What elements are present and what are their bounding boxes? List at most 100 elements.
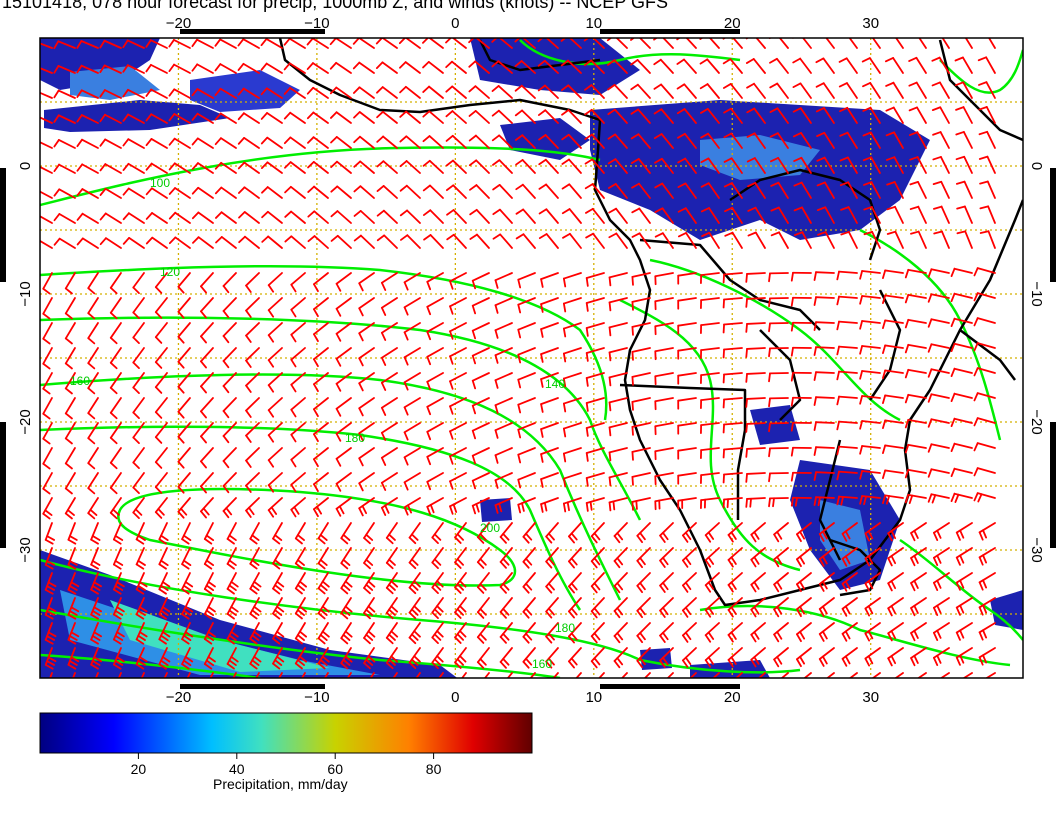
wind-barb xyxy=(514,84,536,99)
contour-label: 160 xyxy=(532,657,552,671)
wind-barb xyxy=(380,472,398,491)
coastlines-and-borders xyxy=(278,38,1023,607)
wind-barb xyxy=(682,522,697,543)
wind-barb xyxy=(700,372,720,385)
wind-barb xyxy=(42,297,53,320)
wind-barb xyxy=(561,208,582,224)
wind-barb xyxy=(454,572,467,594)
wind-barb xyxy=(363,597,376,620)
wind-barb xyxy=(145,88,168,99)
wind-barb xyxy=(908,131,927,149)
wind-barb xyxy=(585,297,605,312)
wind-barb xyxy=(192,236,214,249)
wind-barb xyxy=(838,38,858,49)
wind-barb xyxy=(422,85,444,99)
wind-barb xyxy=(722,58,743,74)
wind-barb xyxy=(699,58,720,74)
wind-barb xyxy=(746,157,766,174)
wind-barb xyxy=(540,347,559,363)
wind-barb xyxy=(517,272,536,289)
wind-barb xyxy=(272,647,285,670)
wind-barb xyxy=(815,57,835,74)
wind-barb xyxy=(723,132,743,149)
wind-barb xyxy=(818,647,835,667)
lon-tick-label-bottom: 30 xyxy=(862,689,879,706)
wind-barb xyxy=(745,322,766,333)
wind-barb xyxy=(538,183,559,199)
wind-barb xyxy=(491,60,513,74)
wind-barb xyxy=(191,38,214,49)
wind-barb xyxy=(469,233,490,249)
wind-barb xyxy=(631,182,651,199)
wind-barb xyxy=(815,107,835,124)
wind-barb xyxy=(67,647,80,670)
wind-barb xyxy=(335,347,352,367)
wind-barb xyxy=(859,370,881,380)
wind-barb xyxy=(584,133,605,149)
wind-barb xyxy=(562,472,582,488)
wind-barb xyxy=(132,472,145,494)
wind-barb xyxy=(704,572,720,593)
wind-barb xyxy=(700,447,720,460)
wind-barb xyxy=(522,547,536,569)
wind-barb xyxy=(770,206,789,224)
wind-barb xyxy=(584,108,605,124)
wind-barb xyxy=(813,446,835,456)
wind-barb xyxy=(537,84,559,99)
wind-barb xyxy=(757,672,766,678)
wind-barb xyxy=(64,272,76,295)
wind-barb xyxy=(583,59,605,74)
wind-barb xyxy=(538,158,559,174)
wind-barb xyxy=(745,422,766,433)
wind-barb xyxy=(813,496,835,507)
wind-barb xyxy=(99,187,122,199)
wind-barb xyxy=(53,89,76,99)
wind-barb xyxy=(927,393,950,403)
wind-barb xyxy=(363,622,376,645)
wind-barb xyxy=(887,522,904,542)
wind-barb xyxy=(191,112,214,124)
wind-barb xyxy=(887,572,904,592)
wind-barb xyxy=(769,82,789,99)
wind-barb xyxy=(44,522,56,545)
wind-barb xyxy=(272,622,285,645)
wind-barb xyxy=(792,82,812,99)
wind-barb xyxy=(886,230,904,249)
wind-barb xyxy=(358,372,375,392)
wind-barb xyxy=(745,297,766,308)
wind-barb xyxy=(515,134,536,149)
wind-barb xyxy=(181,572,194,595)
wind-barb xyxy=(863,181,881,199)
wind-barb xyxy=(790,496,812,507)
wind-barb xyxy=(290,372,306,393)
wind-barb xyxy=(40,42,53,49)
wind-barb xyxy=(267,422,283,443)
wind-barb xyxy=(376,234,398,249)
wind-barb xyxy=(385,572,399,595)
wind-barb xyxy=(677,372,697,385)
wind-barb xyxy=(64,422,76,445)
wind-barb xyxy=(168,211,191,224)
wind-barb xyxy=(117,672,122,678)
wind-barb xyxy=(90,547,101,570)
wind-barb xyxy=(613,647,628,669)
wind-barb xyxy=(653,38,674,49)
wind-barb xyxy=(132,372,145,394)
wind-barb xyxy=(53,163,76,174)
wind-barb xyxy=(608,497,628,512)
wind-barb xyxy=(87,272,99,295)
wind-barb xyxy=(654,472,674,486)
wind-barb xyxy=(859,395,881,405)
wind-barb xyxy=(214,63,237,74)
wind-barb xyxy=(839,131,858,149)
wind-barb xyxy=(977,56,996,74)
wind-barb xyxy=(284,161,306,174)
wind-barb xyxy=(773,622,789,643)
wind-barb xyxy=(722,347,743,359)
wind-barb xyxy=(964,38,973,49)
wind-barb xyxy=(422,159,444,174)
wind-barb xyxy=(64,322,76,345)
wind-barb xyxy=(313,397,329,418)
wind-barb xyxy=(494,472,513,489)
wind-barb xyxy=(790,346,812,357)
